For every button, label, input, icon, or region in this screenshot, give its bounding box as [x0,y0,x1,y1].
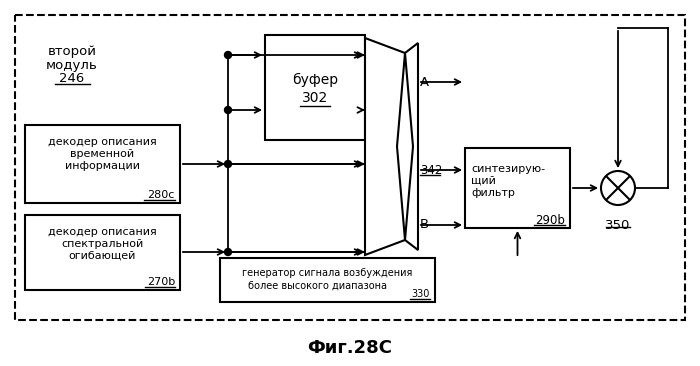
Text: 342: 342 [420,164,442,176]
Circle shape [225,249,232,255]
Bar [25,125,180,203]
Text: 290b: 290b [535,213,565,227]
Text: генератор сигнала возбуждения: генератор сигнала возбуждения [242,268,413,278]
Text: модуль: модуль [46,59,98,71]
Polygon shape [405,43,418,250]
Bar [15,15,685,320]
Text: огибающей: огибающей [69,251,136,261]
Bar [25,215,180,290]
Text: щий: щий [471,176,496,186]
Text: 246: 246 [60,72,85,86]
Text: декодер описания: декодер описания [48,227,157,237]
Text: синтезирую-: синтезирую- [471,164,545,174]
Text: 350: 350 [606,219,631,232]
Text: 280с: 280с [148,190,175,200]
Text: декодер описания: декодер описания [48,137,157,147]
Text: A: A [420,75,429,89]
Circle shape [225,107,232,113]
Text: Фиг.28С: Фиг.28С [307,339,393,357]
Text: второй: второй [48,45,97,59]
Text: спектральной: спектральной [62,239,144,249]
Bar [265,35,365,140]
Text: более высокого диапазона: более высокого диапазона [248,281,387,291]
Text: информации: информации [65,161,140,171]
Bar [465,148,570,228]
Text: 302: 302 [302,90,328,105]
Text: B: B [420,219,429,232]
Circle shape [601,171,635,205]
Text: фильтр: фильтр [471,188,515,198]
Text: 330: 330 [412,289,430,299]
Text: буфер: буфер [292,72,338,86]
Bar [220,258,435,302]
Text: временной: временной [71,149,134,159]
Polygon shape [365,38,405,255]
Circle shape [225,161,232,168]
Text: 270b: 270b [147,277,175,287]
Circle shape [225,52,232,59]
